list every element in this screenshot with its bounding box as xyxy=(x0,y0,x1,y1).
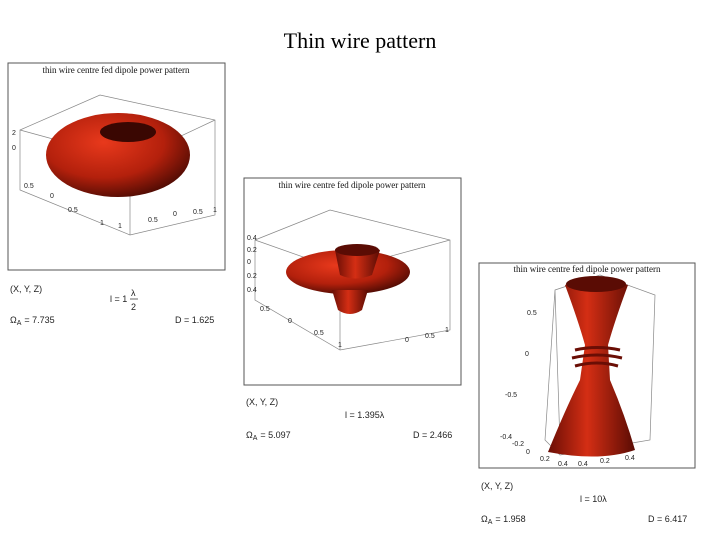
tick-label: 0.5 xyxy=(527,310,537,317)
tick-label: 0.4 xyxy=(625,455,635,462)
omega: Ω xyxy=(246,430,253,440)
tick-label: 0 xyxy=(173,211,177,218)
tick-label: 0.2 xyxy=(540,456,550,463)
tick-label: -0.5 xyxy=(505,392,517,399)
coords-label: (X, Y, Z) xyxy=(246,397,278,407)
surface-top xyxy=(566,276,626,292)
surface-ridges xyxy=(571,346,623,368)
omega-subscript: A xyxy=(17,320,22,327)
tick-label: 1 xyxy=(100,220,104,227)
solid-angle: ΩA = 1.958 xyxy=(481,514,526,526)
length-label: l = 10λ xyxy=(580,494,607,504)
solid-angle: ΩA = 7.735 xyxy=(10,315,55,327)
tick-label: 0 xyxy=(288,318,292,325)
length-denominator: 2 xyxy=(131,302,136,312)
slide-title: Thin wire pattern xyxy=(284,28,437,53)
directivity: D = 2.466 xyxy=(413,430,452,440)
surface-cup-top xyxy=(335,244,379,256)
tick-label: 1 xyxy=(445,327,449,334)
tick-label: 1 xyxy=(213,207,217,214)
panel: thin wire centre fed dipole power patter… xyxy=(7,62,226,327)
tick-label: 0.5 xyxy=(193,209,203,216)
tick-label: -0.4 xyxy=(500,434,512,441)
tick-label: 1 xyxy=(118,223,122,230)
omega: Ω xyxy=(481,514,488,524)
coords-label: (X, Y, Z) xyxy=(10,284,42,294)
tick-label: -0.2 xyxy=(512,441,524,448)
tick-label: 0.5 xyxy=(24,183,34,190)
tick-label: 0.5 xyxy=(148,217,158,224)
tick-label: 0 xyxy=(247,259,251,266)
plot-title: thin wire centre fed dipole power patter… xyxy=(43,65,190,75)
tick-label: 0.2 xyxy=(247,247,257,254)
surface-hole xyxy=(100,122,156,142)
tick-label: 0.4 xyxy=(247,235,257,242)
omega-subscript: A xyxy=(253,435,258,442)
omega: Ω xyxy=(10,315,17,325)
length-numerator: λ xyxy=(131,288,136,298)
tick-label: 0 xyxy=(405,337,409,344)
omega-value: = 7.735 xyxy=(24,315,54,325)
directivity: D = 1.625 xyxy=(175,315,214,325)
tick-label: 0.4 xyxy=(247,287,257,294)
tick-label: 1 xyxy=(338,342,342,349)
directivity: D = 6.417 xyxy=(648,514,687,524)
tick-label: 0.5 xyxy=(68,207,78,214)
tick-label: 0.5 xyxy=(314,330,324,337)
omega-value: = 1.958 xyxy=(495,514,525,524)
surface xyxy=(548,278,635,457)
omega-subscript: A xyxy=(488,519,493,526)
panel: thin wire centre fed dipole power patter… xyxy=(243,177,462,442)
axis-box xyxy=(544,274,656,456)
tick-label: 0.4 xyxy=(558,461,568,468)
coords-label: (X, Y, Z) xyxy=(481,481,513,491)
tick-label: 0.2 xyxy=(247,273,257,280)
plot-title: thin wire centre fed dipole power patter… xyxy=(514,264,661,274)
tick-label: 0 xyxy=(12,145,16,152)
length-label: l = 1 xyxy=(110,294,127,304)
solid-angle: ΩA = 5.097 xyxy=(246,430,291,442)
tick-label: 0.5 xyxy=(425,333,435,340)
tick-label: 0.4 xyxy=(578,461,588,468)
plot-title: thin wire centre fed dipole power patter… xyxy=(279,180,426,190)
tick-label: 2 xyxy=(12,130,16,137)
omega-value: = 5.097 xyxy=(260,430,290,440)
surface-lobe xyxy=(332,290,368,314)
tick-label: 0 xyxy=(526,449,530,456)
panel: thin wire centre fed dipole power patter… xyxy=(478,262,696,526)
tick-label: 0.5 xyxy=(260,306,270,313)
tick-label: 0.2 xyxy=(600,458,610,465)
length-label: l = 1.395λ xyxy=(345,410,385,420)
tick-label: 0 xyxy=(525,351,529,358)
tick-label: 0 xyxy=(50,193,54,200)
